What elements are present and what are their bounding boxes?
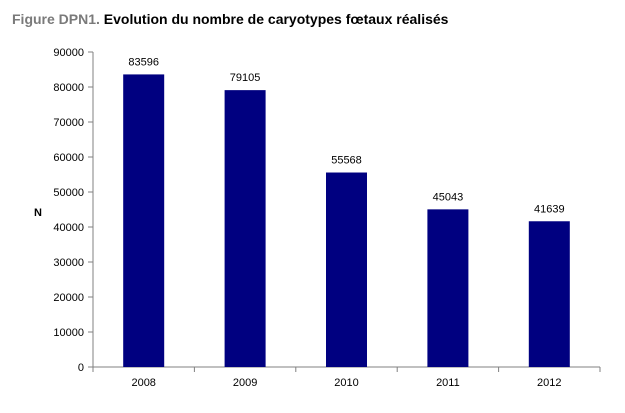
bar xyxy=(224,90,266,367)
x-tick-label: 2011 xyxy=(436,377,460,389)
chart-title-prefix: Figure DPN1. xyxy=(12,11,100,27)
y-tick-label: 80000 xyxy=(53,82,84,94)
y-tick-label: 10000 xyxy=(53,327,84,339)
y-tick-label: 40000 xyxy=(53,222,84,234)
y-tick-label: 60000 xyxy=(53,152,84,164)
x-tick-label: 2008 xyxy=(131,377,155,389)
y-tick-label: 20000 xyxy=(53,292,84,304)
y-tick-label: 0 xyxy=(78,362,84,374)
bar xyxy=(528,221,570,367)
bar-data-label: 79105 xyxy=(230,72,261,84)
y-axis: 0 10000 20000 30000 40000 50000 60000 70000 8000… xyxy=(53,47,94,374)
bar xyxy=(427,209,469,367)
y-tick-label: 70000 xyxy=(53,117,84,129)
y-tick-label: 90000 xyxy=(53,47,84,59)
x-tick-label: 2009 xyxy=(233,377,257,389)
bar-data-label: 55568 xyxy=(331,155,362,167)
bars: 83596 79105 55568 45043 41639 xyxy=(123,56,570,367)
chart-title-main: Evolution du nombre de caryotypes fœtaux… xyxy=(99,11,449,27)
x-tick-label: 2010 xyxy=(334,377,358,389)
y-tick-label: 50000 xyxy=(53,187,84,199)
x-axis: 2008 2009 2010 2011 2012 xyxy=(92,366,601,389)
bar-data-label: 41639 xyxy=(534,203,565,215)
x-tick-label: 2012 xyxy=(537,377,561,389)
y-axis-label: N xyxy=(34,207,42,219)
bar xyxy=(123,74,165,367)
bar-data-label: 45043 xyxy=(433,191,464,203)
bar xyxy=(326,172,367,367)
y-tick-label: 30000 xyxy=(53,257,84,269)
chart-title: Figure DPN1. Evolution du nombre de cary… xyxy=(12,11,448,27)
bar-data-label: 83596 xyxy=(128,56,159,68)
